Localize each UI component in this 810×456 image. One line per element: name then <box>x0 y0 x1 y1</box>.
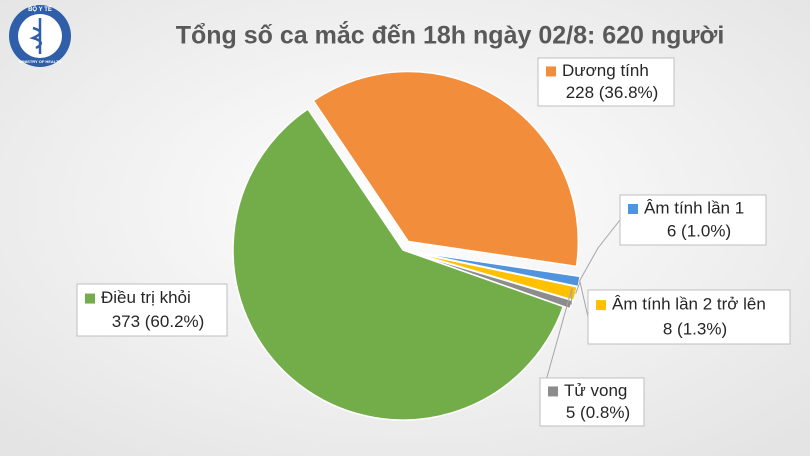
logo-icon <box>29 18 42 54</box>
label-box <box>537 57 675 107</box>
pie-slice <box>312 70 580 268</box>
pie-slice <box>232 108 565 421</box>
legend-marker <box>548 386 558 397</box>
value-label: 373 (60.2%) <box>112 312 205 331</box>
value-label: 6 (1.0%) <box>667 221 731 240</box>
logo-bottom: MINISTRY OF HEALTH <box>19 59 62 64</box>
legend-marker <box>596 300 606 311</box>
legend-marker <box>628 204 638 214</box>
category-label: Tử vong <box>564 381 627 400</box>
category-label: Âm tính lần 2 trở lên <box>612 295 766 314</box>
legend-marker <box>85 293 95 304</box>
chart-title: Tổng số ca mắc đến 18h ngày 02/8: 620 ng… <box>176 20 725 50</box>
leader-line <box>578 219 621 282</box>
label-box <box>619 194 767 246</box>
legend-marker <box>546 66 556 77</box>
label-box <box>587 289 791 345</box>
label-box <box>76 283 228 337</box>
value-label: 5 (0.8%) <box>566 403 630 422</box>
leader-line <box>575 280 589 318</box>
value-label: 8 (1.3%) <box>663 319 727 338</box>
category-label: Điều trị khỏi <box>101 288 191 307</box>
logo-top: BỘ Y TẾ <box>28 5 52 13</box>
value-label: 228 (36.8%) <box>566 83 659 102</box>
leader-line <box>539 287 573 403</box>
logo: BỘ Y TẾ MINISTRY OF HEALTH <box>9 5 71 67</box>
category-label: Âm tính lần 1 <box>644 198 744 217</box>
category-label: Dương tính <box>562 61 649 80</box>
label-box <box>539 377 645 427</box>
